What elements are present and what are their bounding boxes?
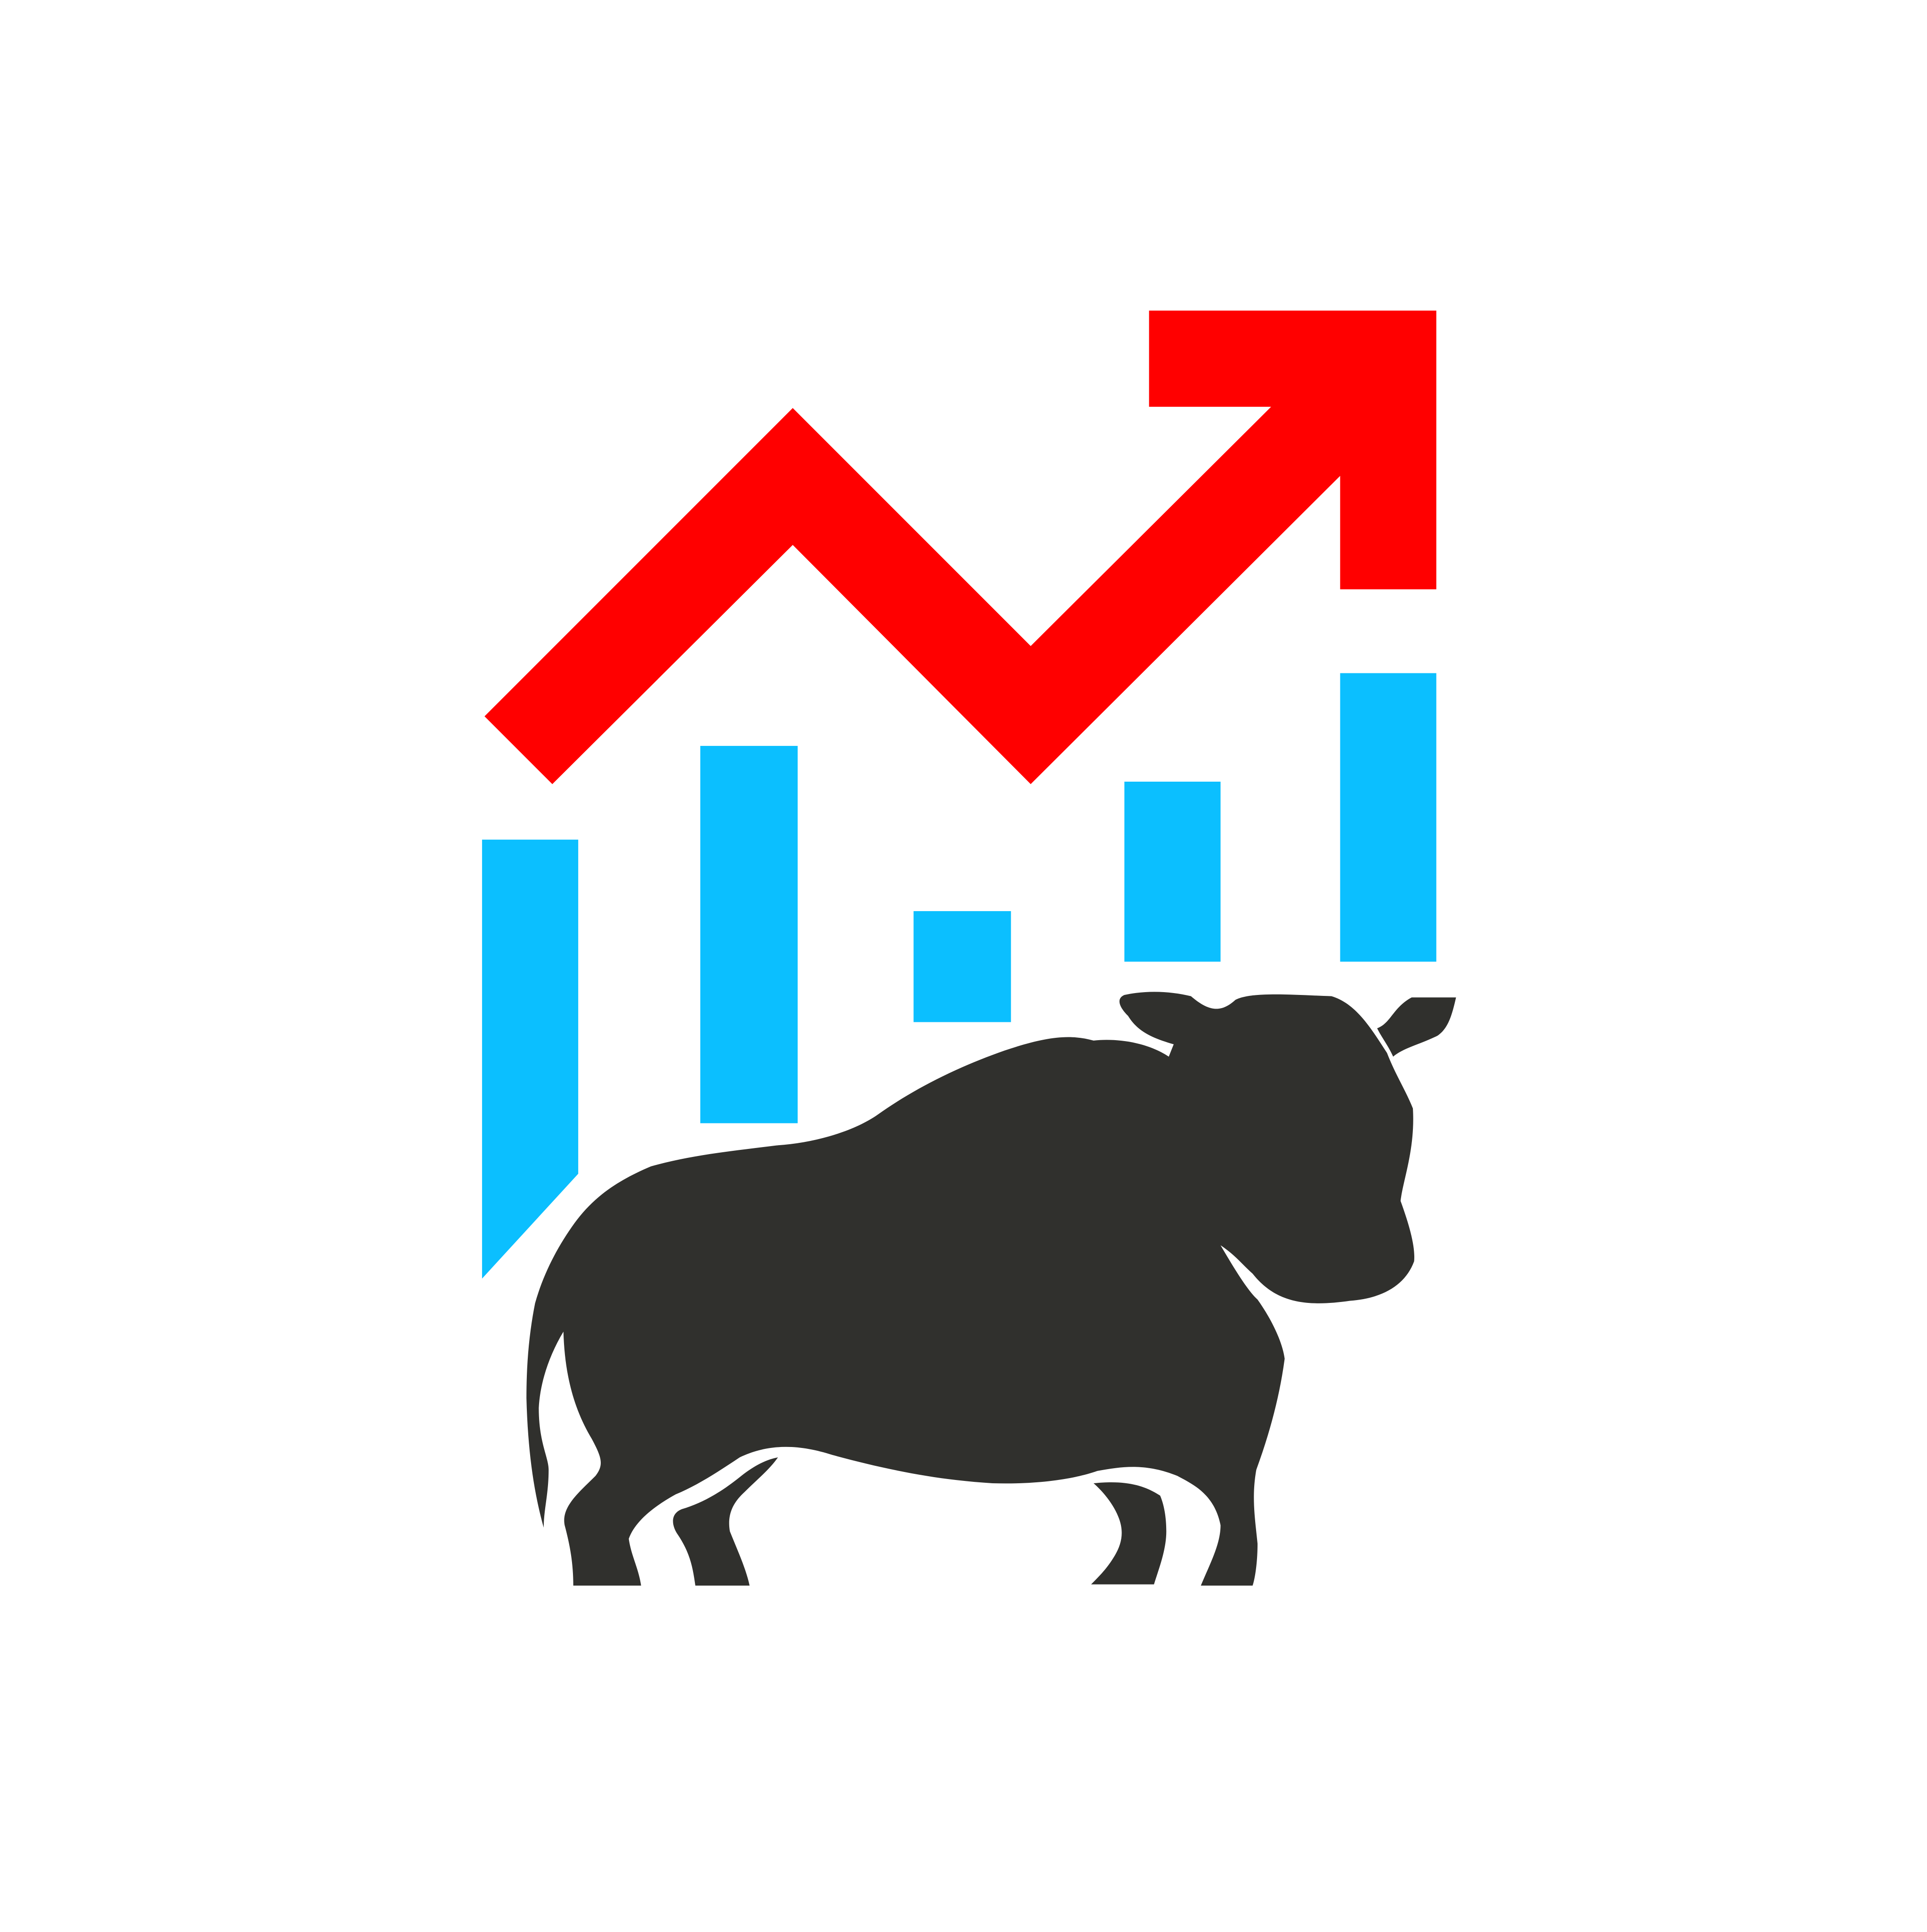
bull-icon bbox=[526, 992, 1456, 1586]
bull-body bbox=[526, 992, 1415, 1586]
bar-3 bbox=[913, 911, 1011, 1022]
bar-4 bbox=[1124, 782, 1221, 962]
bull-ear bbox=[1377, 997, 1456, 1057]
bar-2 bbox=[700, 746, 798, 1124]
bar-1 bbox=[482, 840, 579, 1279]
bull-leg-front bbox=[1091, 1482, 1167, 1584]
bar-5 bbox=[1340, 673, 1436, 962]
bar-group bbox=[482, 673, 1436, 1279]
bull-leg-hind bbox=[673, 1457, 778, 1586]
trend-up-arrow-icon bbox=[484, 310, 1436, 784]
